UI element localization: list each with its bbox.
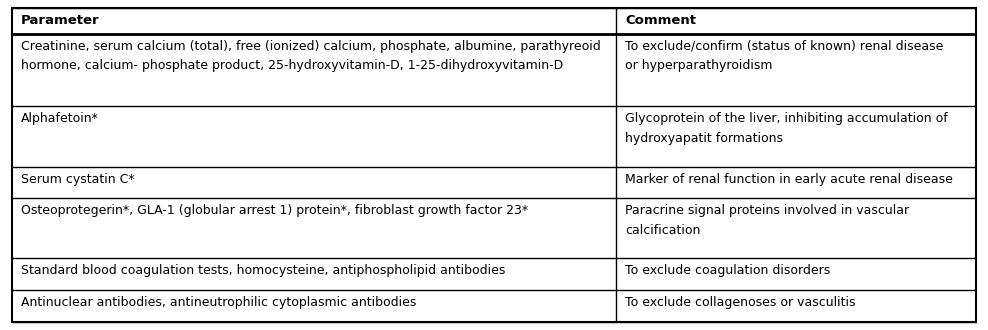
Text: Antinuclear antibodies, antineutrophilic cytoplasmic antibodies: Antinuclear antibodies, antineutrophilic… [21, 296, 416, 309]
Text: Standard blood coagulation tests, homocysteine, antiphospholipid antibodies: Standard blood coagulation tests, homocy… [21, 264, 505, 277]
Text: Comment: Comment [625, 15, 697, 27]
Text: Alphafetoin*: Alphafetoin* [21, 112, 99, 125]
Text: Osteoprotegerin*, GLA-1 (globular arrest 1) protein*, fibroblast growth factor 2: Osteoprotegerin*, GLA-1 (globular arrest… [21, 204, 528, 217]
Text: Creatinine, serum calcium (total), free (ionized) calcium, phosphate, albumine, : Creatinine, serum calcium (total), free … [21, 40, 601, 72]
Text: Glycoprotein of the liver, inhibiting accumulation of
hydroxyapatit formations: Glycoprotein of the liver, inhibiting ac… [625, 112, 948, 145]
Text: Parameter: Parameter [21, 15, 100, 27]
Text: To exclude/confirm (status of known) renal disease
or hyperparathyroidism: To exclude/confirm (status of known) ren… [625, 40, 944, 72]
Text: Marker of renal function in early acute renal disease: Marker of renal function in early acute … [625, 173, 953, 185]
Text: To exclude collagenoses or vasculitis: To exclude collagenoses or vasculitis [625, 296, 856, 309]
Text: Paracrine signal proteins involved in vascular
calcification: Paracrine signal proteins involved in va… [625, 204, 910, 237]
Text: Serum cystatin C*: Serum cystatin C* [21, 173, 134, 185]
Text: To exclude coagulation disorders: To exclude coagulation disorders [625, 264, 831, 277]
